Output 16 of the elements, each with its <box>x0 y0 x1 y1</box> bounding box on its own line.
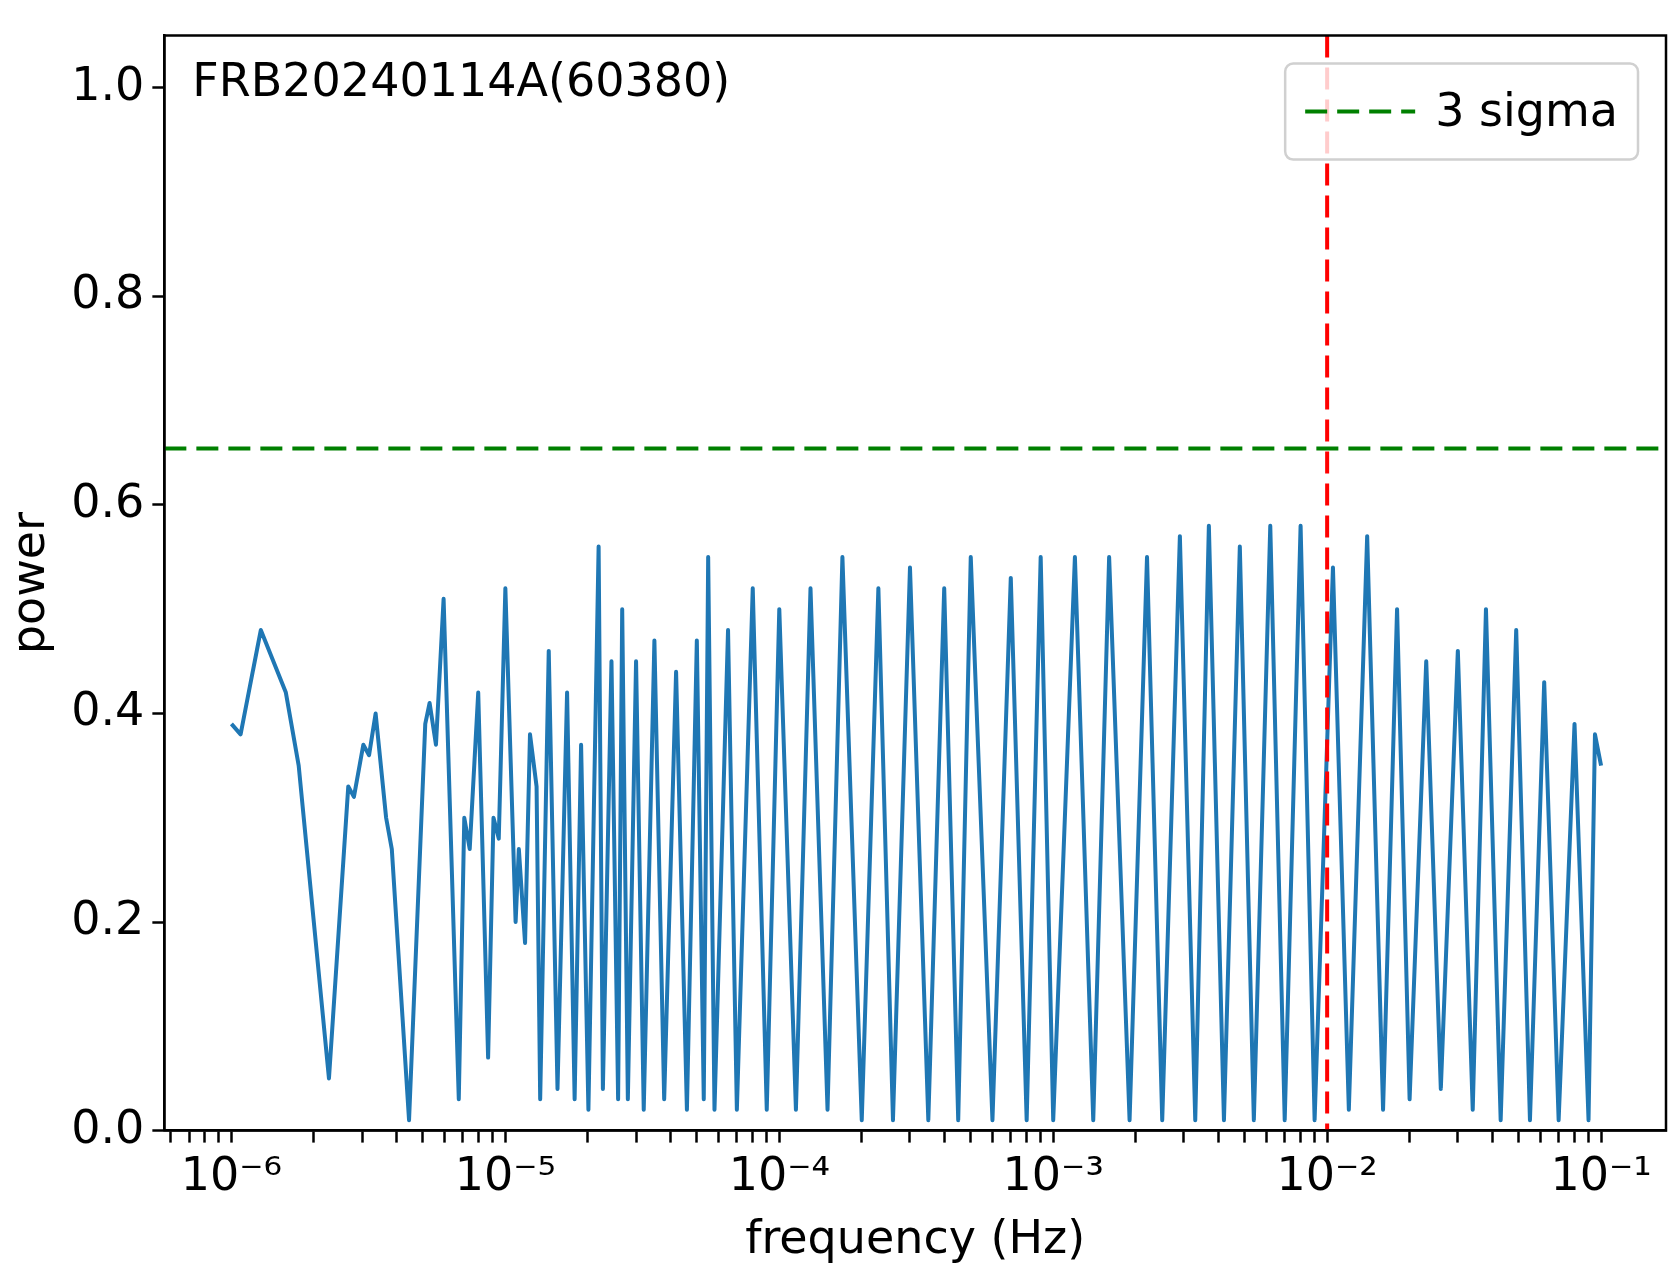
y-tick-label: 0.6 <box>71 473 145 528</box>
x-tick-label: 10⁻⁴ <box>728 1147 830 1202</box>
annotation: FRB20240114A(60380) <box>192 52 731 107</box>
legend-label: 3 sigma <box>1435 82 1619 137</box>
x-tick-label: 10⁻⁵ <box>454 1147 556 1202</box>
y-tick-label: 0.8 <box>71 265 145 320</box>
y-axis-title: power <box>0 511 55 655</box>
y-tick-label: 1.0 <box>71 56 145 111</box>
x-tick-label: 10⁻³ <box>1002 1147 1104 1202</box>
x-tick-label: 10⁻² <box>1276 1147 1378 1202</box>
y-tick-label: 0.2 <box>71 890 145 945</box>
x-axis-title: frequency (Hz) <box>745 1210 1086 1265</box>
x-tick-label: 10⁻⁶ <box>180 1147 283 1202</box>
x-tick-label: 10⁻¹ <box>1550 1147 1652 1202</box>
y-tick-label: 0.0 <box>71 1099 145 1154</box>
y-tick-label: 0.4 <box>71 682 145 737</box>
